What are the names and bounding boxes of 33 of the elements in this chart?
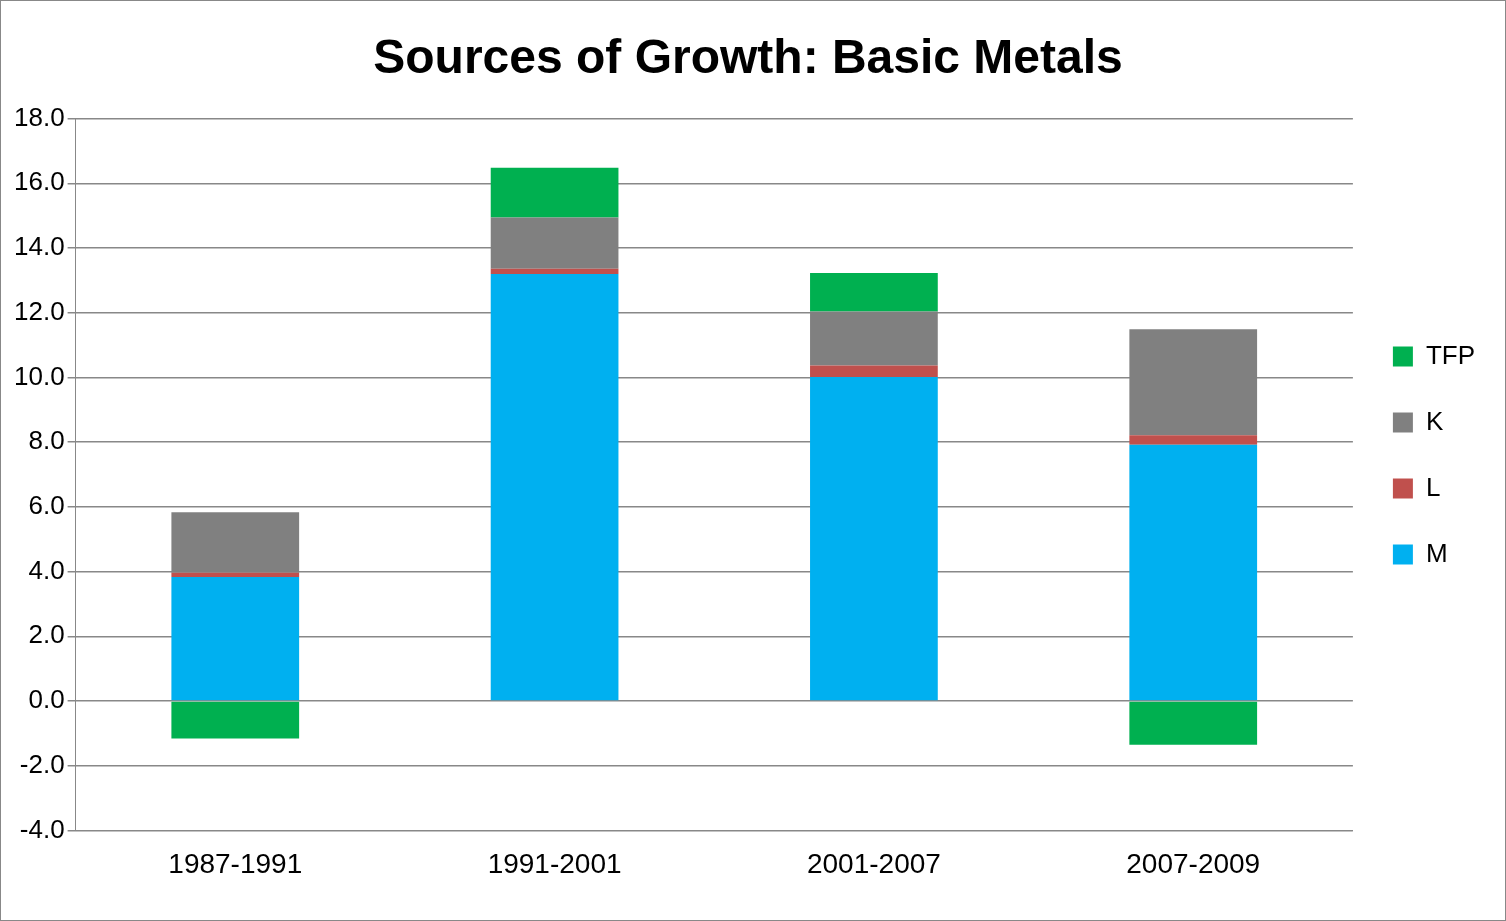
bar	[171, 572, 300, 578]
x-tick-label: 2007-2009	[1126, 847, 1261, 879]
y-tick-label: 10.0	[13, 360, 65, 391]
bar	[490, 273, 619, 701]
bar	[1129, 701, 1258, 745]
x-tick-label: 1991-2001	[487, 847, 622, 879]
y-tick-label: 14.0	[13, 231, 65, 262]
bar	[171, 701, 300, 739]
bar	[490, 167, 619, 218]
legend-label: M	[1425, 537, 1448, 568]
bar	[490, 268, 619, 274]
bar	[810, 377, 938, 701]
bar	[171, 577, 300, 701]
y-tick-label: 0.0	[28, 684, 65, 715]
y-tick-label: 12.0	[13, 295, 65, 326]
y-tick-label: -2.0	[19, 748, 65, 779]
y-tick-label: -4.0	[19, 813, 65, 844]
bar	[1129, 435, 1258, 445]
legend-label: K	[1425, 405, 1444, 436]
y-tick-label: 8.0	[28, 425, 65, 456]
bar	[1129, 444, 1258, 701]
chart-title: Sources of Growth: Basic Metals	[373, 30, 1123, 84]
x-tick-label: 2001-2007	[806, 847, 941, 879]
y-tick-label: 6.0	[28, 490, 65, 521]
bar	[810, 365, 938, 378]
y-tick-label: 16.0	[13, 166, 65, 197]
x-tick-label: 1987-1991	[168, 847, 303, 879]
y-tick-label: 18.0	[13, 101, 65, 132]
y-tick-label: 4.0	[28, 554, 65, 585]
y-tick-label: 2.0	[28, 619, 65, 650]
bar	[810, 272, 938, 312]
legend-label: TFP	[1425, 339, 1475, 370]
legend-label: L	[1425, 471, 1441, 502]
